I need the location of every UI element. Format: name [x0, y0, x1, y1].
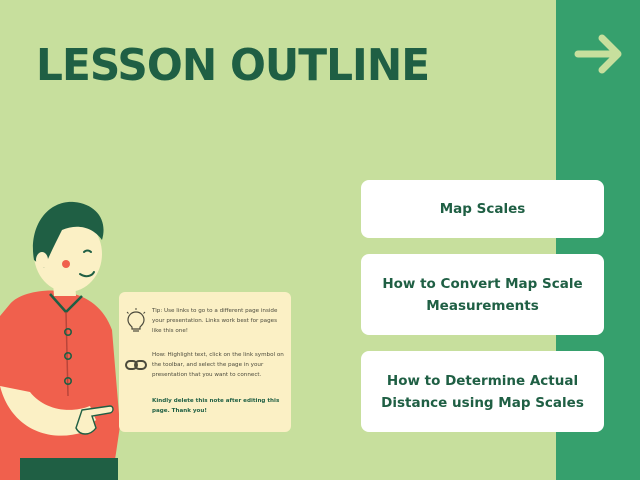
link-label: How to Determine Actual Distance using M… [381, 372, 584, 411]
link-convert-map-scale[interactable]: How to Convert Map Scale Measurements [361, 254, 604, 335]
editor-note: Tip: Use links to go to a different page… [119, 292, 291, 432]
link-chain-icon [125, 360, 147, 370]
page-title: LESSON OUTLINE [36, 40, 430, 91]
teacher-illustration [0, 201, 120, 480]
link-label: Map Scales [439, 201, 526, 217]
note-how-text: How: Highlight text, click on the link s… [152, 352, 284, 378]
note-tip-text: Tip: Use links to go to a different page… [152, 308, 278, 334]
link-determine-distance[interactable]: How to Determine Actual Distance using M… [361, 351, 604, 432]
arrow-right-icon[interactable] [574, 32, 626, 76]
link-label: How to Convert Map Scale Measurements [382, 275, 583, 314]
note-reminder-text: Kindly delete this note after editing th… [152, 398, 280, 414]
lightbulb-icon [126, 308, 146, 332]
link-map-scales[interactable]: Map Scales [361, 180, 604, 238]
